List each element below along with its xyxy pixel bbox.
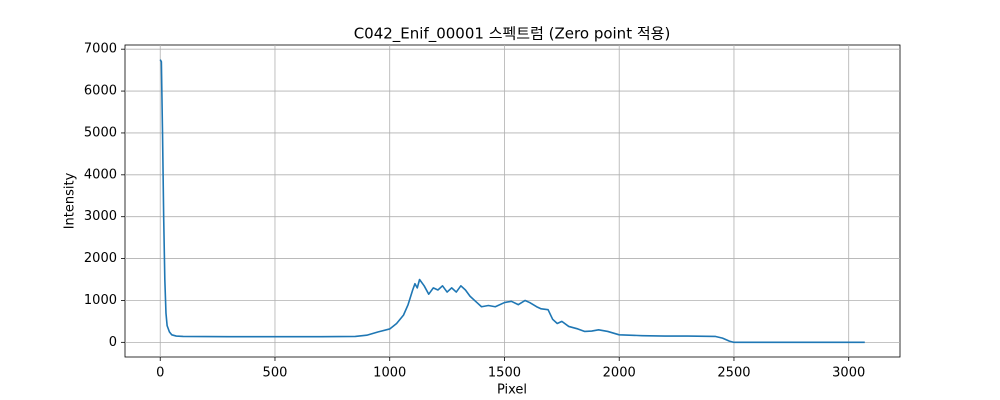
x-axis-label: Pixel	[497, 383, 527, 398]
x-tick-label: 500	[263, 366, 288, 381]
y-tick-label: 0	[109, 335, 117, 350]
y-axis-label: Intensity	[63, 172, 78, 229]
x-tick-label: 0	[156, 366, 164, 381]
x-tick-label: 1000	[373, 366, 406, 381]
x-tick-label: 2000	[603, 366, 636, 381]
y-tick-label: 1000	[84, 293, 117, 308]
y-tick-label: 2000	[84, 251, 117, 266]
data-line	[159, 59, 865, 344]
x-tick-label: 1500	[488, 366, 521, 381]
plot-frame	[124, 44, 901, 358]
x-tick-label: 2500	[717, 366, 750, 381]
y-tick-label: 4000	[84, 167, 117, 182]
y-tick-label: 3000	[84, 209, 117, 224]
y-tick-label: 6000	[84, 84, 117, 99]
chart-title: C042_Enif_00001 스펙트럼 (Zero point 적용)	[354, 25, 671, 44]
x-tick-label: 3000	[832, 366, 865, 381]
y-tick-label: 7000	[84, 42, 117, 57]
y-tick-label: 5000	[84, 125, 117, 140]
